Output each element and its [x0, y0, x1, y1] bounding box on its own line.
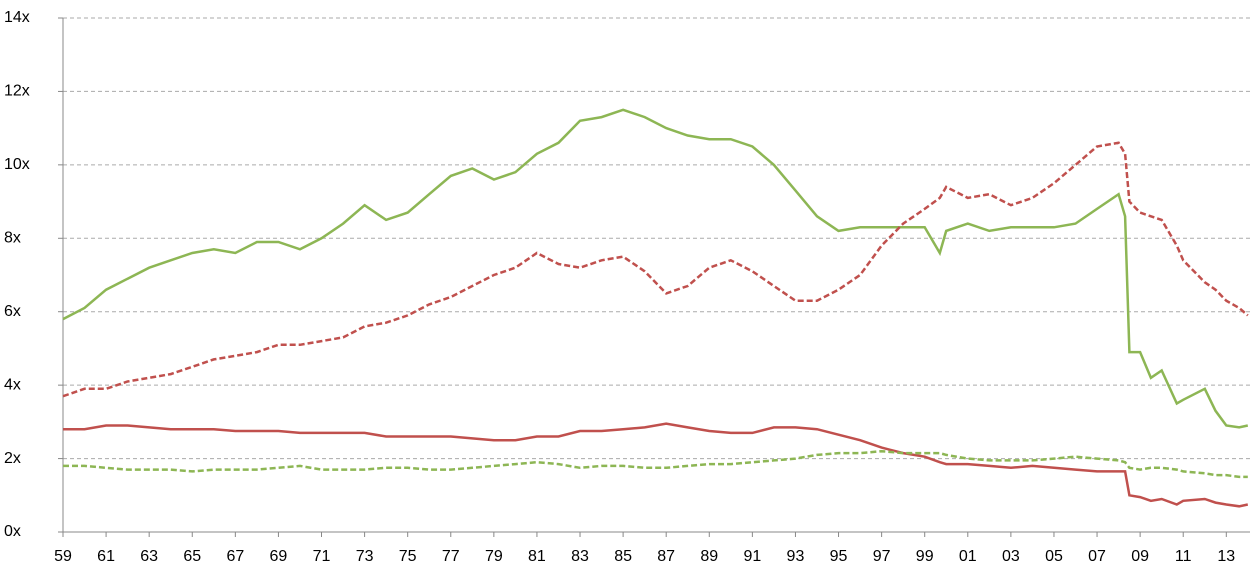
y-tick-label: 2x — [4, 450, 21, 467]
x-tick-label: 85 — [614, 548, 632, 565]
x-tick-label: 91 — [743, 548, 761, 565]
y-tick-label: 4x — [4, 376, 21, 393]
x-tick-label: 71 — [313, 548, 331, 565]
y-tick-label: 10x — [4, 156, 30, 173]
x-tick-label: 67 — [226, 548, 244, 565]
x-tick-label: 87 — [657, 548, 675, 565]
series-line — [63, 422, 1249, 508]
x-tick-label: 65 — [183, 548, 201, 565]
x-tick-label: 63 — [140, 548, 158, 565]
x-tick-label: 79 — [485, 548, 503, 565]
x-tick-label: 95 — [830, 548, 848, 565]
x-tick-label: 61 — [97, 548, 115, 565]
x-tick-label: 59 — [54, 548, 72, 565]
x-tick-label: 09 — [1131, 548, 1149, 565]
x-tick-label: 01 — [959, 548, 977, 565]
x-tick-label: 99 — [916, 548, 934, 565]
y-tick-label: 6x — [4, 303, 21, 320]
x-tick-label: 81 — [528, 548, 546, 565]
x-tick-label: 73 — [356, 548, 374, 565]
series-line — [63, 449, 1248, 479]
x-tick-label: 07 — [1088, 548, 1106, 565]
x-tick-label: 93 — [787, 548, 805, 565]
x-tick-label: 77 — [442, 548, 460, 565]
x-tick-label: 69 — [270, 548, 288, 565]
x-tick-label: 11 — [1175, 548, 1192, 565]
x-tick-label: 89 — [700, 548, 718, 565]
x-tick-label: 13 — [1217, 548, 1235, 565]
series-line — [62, 141, 1249, 398]
y-tick-label: 0x — [4, 523, 21, 540]
y-tick-label: 12x — [4, 83, 30, 100]
x-tick-label: 75 — [399, 548, 417, 565]
y-tick-label: 14x — [4, 9, 30, 26]
x-tick-label: 03 — [1002, 548, 1020, 565]
series-line — [62, 108, 1249, 429]
y-tick-label: 8x — [4, 230, 21, 247]
x-tick-label: 83 — [571, 548, 589, 565]
x-tick-label: 97 — [873, 548, 891, 565]
x-tick-label: 05 — [1045, 548, 1063, 565]
